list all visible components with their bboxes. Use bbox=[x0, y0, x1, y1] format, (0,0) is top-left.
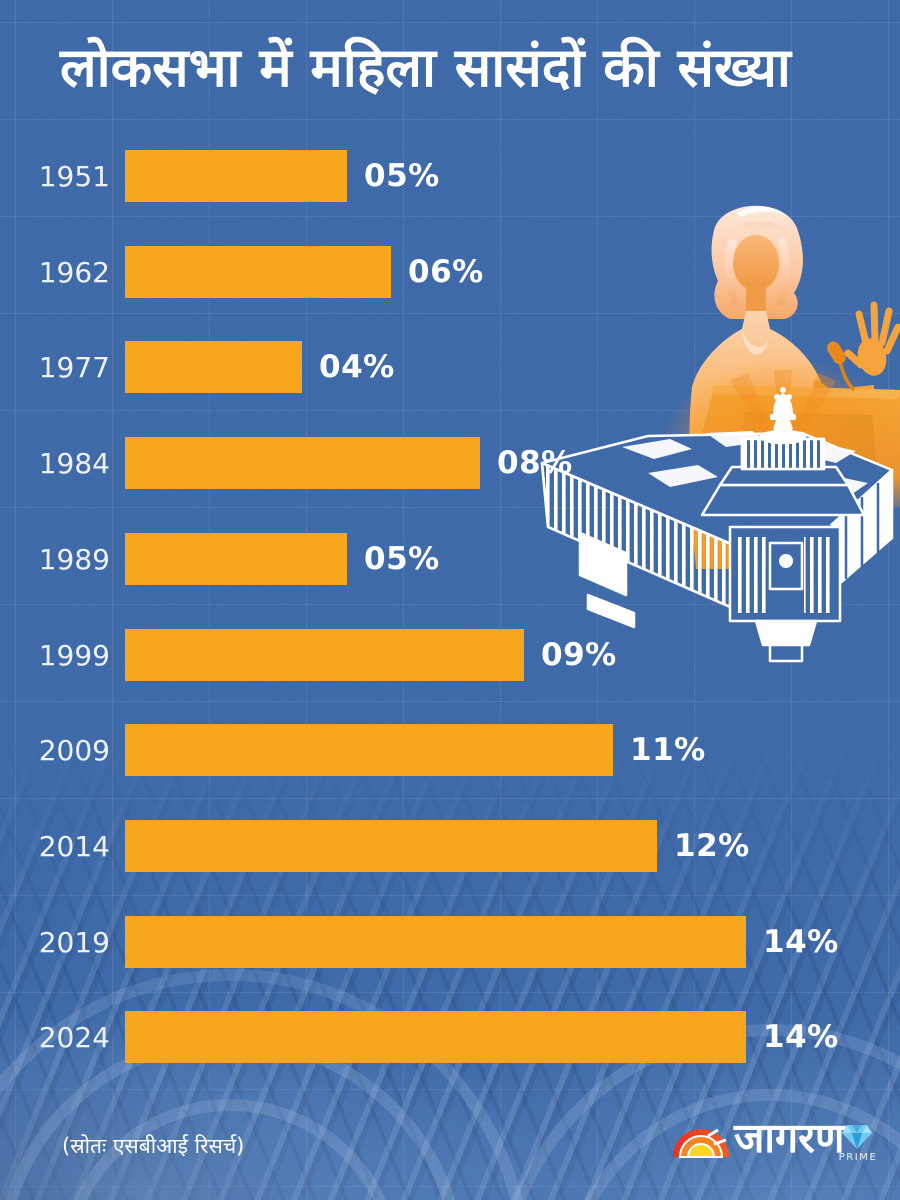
value-label-2014: 12% bbox=[674, 828, 750, 864]
value-label-2009: 11% bbox=[630, 732, 706, 768]
value-label-1999: 09% bbox=[541, 637, 617, 673]
year-label-1951: 1951 bbox=[38, 159, 110, 193]
bar-2019 bbox=[125, 916, 746, 968]
bar-2014 bbox=[125, 820, 657, 872]
bar-1984 bbox=[125, 437, 480, 489]
bar-1999 bbox=[125, 629, 524, 681]
value-label-2019: 14% bbox=[763, 924, 839, 960]
bar-1951 bbox=[125, 150, 347, 202]
value-label-1962: 06% bbox=[408, 254, 484, 290]
bar-1962 bbox=[125, 246, 391, 298]
prime-label: PRIME bbox=[838, 1152, 878, 1163]
jagran-sun-icon bbox=[673, 1128, 729, 1158]
prime-diamond-icon bbox=[842, 1125, 872, 1149]
bar-2009 bbox=[125, 724, 613, 776]
value-label-1984: 08% bbox=[497, 445, 573, 481]
jagran-wordmark: जागरण bbox=[734, 1114, 845, 1162]
year-label-1962: 1962 bbox=[38, 255, 110, 289]
value-label-1951: 05% bbox=[364, 158, 440, 194]
year-label-2024: 2024 bbox=[38, 1020, 110, 1054]
year-label-1984: 1984 bbox=[38, 446, 110, 480]
year-label-2019: 2019 bbox=[38, 925, 110, 959]
year-label-1977: 1977 bbox=[38, 350, 110, 384]
value-label-1989: 05% bbox=[364, 541, 440, 577]
year-label-2014: 2014 bbox=[38, 829, 110, 863]
value-label-1977: 04% bbox=[319, 349, 395, 385]
year-label-1999: 1999 bbox=[38, 638, 110, 672]
value-label-2024: 14% bbox=[763, 1019, 839, 1055]
bar-1977 bbox=[125, 341, 302, 393]
year-label-1989: 1989 bbox=[38, 542, 110, 576]
brand-footer: जागरण PRIME bbox=[670, 1112, 890, 1172]
bar-2024 bbox=[125, 1011, 746, 1063]
year-label-2009: 2009 bbox=[38, 733, 110, 767]
bar-1989 bbox=[125, 533, 347, 585]
source-note: (स्रोतः एसबीआई रिसर्च) bbox=[62, 1134, 245, 1158]
